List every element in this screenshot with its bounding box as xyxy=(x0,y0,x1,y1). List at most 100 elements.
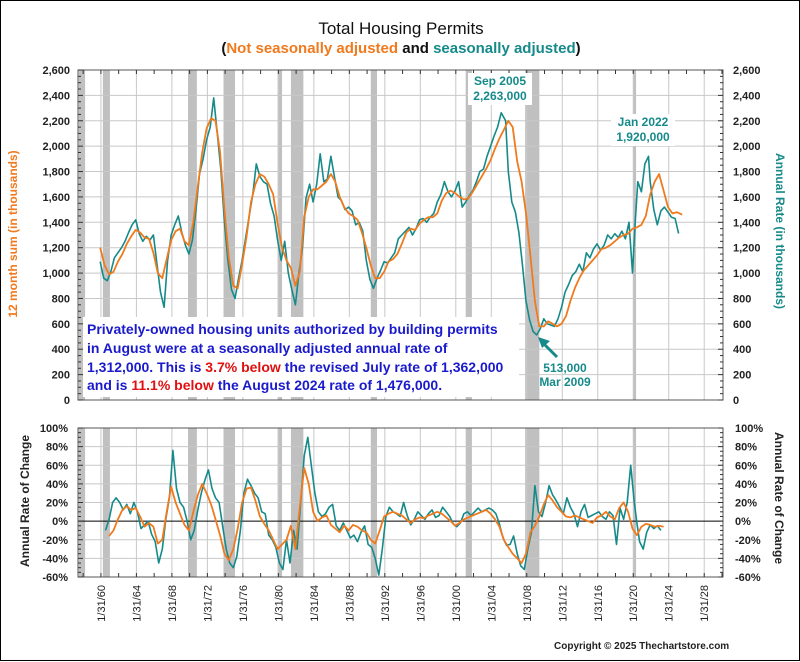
y-tick-label-left: 0 xyxy=(64,395,70,407)
y-tick-label-left: 1,200 xyxy=(42,243,70,255)
y-tick-label-left: 1,000 xyxy=(42,268,70,280)
x-tick-label: 1/31/84 xyxy=(309,585,321,622)
annotation-2009-date: Mar 2009 xyxy=(539,375,591,389)
x-tick-label: 1/31/04 xyxy=(486,585,498,622)
y-tick-label-right: 200 xyxy=(733,370,751,382)
x-tick-label: 1/31/28 xyxy=(699,585,711,622)
y-tick-label-left: 40% xyxy=(46,479,68,491)
x-tick-label: 1/31/76 xyxy=(238,585,250,622)
x-tick-label: 1/31/16 xyxy=(593,585,605,622)
y-tick-label-right: 1,400 xyxy=(733,217,761,229)
chart-title: Total Housing Permits xyxy=(318,19,484,38)
annotation-box-2022 xyxy=(611,114,675,146)
y-axis-left-label-lower: Annual Rate of Change xyxy=(18,435,32,567)
y-tick-label-left: 200 xyxy=(52,370,70,382)
subtitle-nsa: Not seasonally adjusted xyxy=(226,40,399,57)
summary-note: Privately-owned housing units authorized… xyxy=(87,321,504,393)
y-axis-left-label-upper: 12 month sum (in thousands) xyxy=(6,150,20,317)
recession-band xyxy=(465,70,472,400)
series-line-sa xyxy=(99,97,680,336)
annotation-2005-value: 2,263,000 xyxy=(473,89,527,103)
y-tick-label-right: 400 xyxy=(733,344,751,356)
lower-series xyxy=(104,436,664,576)
y-tick-label-right: 2,000 xyxy=(733,141,761,153)
y-tick-label-left: 1,800 xyxy=(42,167,70,179)
annotation-2022-date: Jan 2022 xyxy=(618,115,669,129)
y-tick-label-left: 100% xyxy=(40,423,68,435)
lower-grid xyxy=(78,428,723,577)
note-line-2: in August were at a seasonally adjusted … xyxy=(87,340,448,356)
note-line-3c: the revised July rate of 1,362,000 xyxy=(281,359,504,375)
annotation-2005-date: Sep 2005 xyxy=(474,74,526,88)
subtitle-and: and xyxy=(398,40,434,57)
subtitle-sa: seasonally adjusted xyxy=(433,40,576,57)
y-tick-label-right: 2,600 xyxy=(733,65,761,77)
y-tick-label-left: -60% xyxy=(42,572,68,584)
x-tick-label: 1/31/68 xyxy=(167,585,179,622)
annotation-arrow-head xyxy=(538,337,550,348)
recession-band xyxy=(370,70,377,400)
y-tick-label-right: 2,400 xyxy=(733,90,761,102)
x-tick-label: 1/31/24 xyxy=(664,585,676,622)
y-tick-label-left: 1,400 xyxy=(42,217,70,229)
y-tick-label-left: 2,600 xyxy=(42,65,70,77)
y-tick-label-left: 1,600 xyxy=(42,192,70,204)
annotation-box-2005 xyxy=(468,73,532,105)
recession-band xyxy=(78,70,86,400)
y-tick-label-right: 1,600 xyxy=(733,192,761,204)
annotation-2022-value: 1,920,000 xyxy=(616,130,670,144)
subtitle-close-paren: ) xyxy=(575,40,581,57)
y-tick-label-right: -20% xyxy=(735,535,761,547)
y-tick-label-left: 2,200 xyxy=(42,116,70,128)
note-highlight-1: 3.7% below xyxy=(205,359,281,375)
x-tick-label: 1/31/64 xyxy=(131,585,143,622)
y-tick-label-left: -20% xyxy=(42,535,68,547)
y-tick-label-right: -40% xyxy=(735,553,761,565)
y-tick-label-left: 2,000 xyxy=(42,141,70,153)
y-tick-label-right: 1,200 xyxy=(733,243,761,255)
x-tick-label: 1/31/60 xyxy=(96,585,108,622)
y-tick-label-right: 100% xyxy=(735,423,763,435)
x-tick-label: 1/31/96 xyxy=(415,585,427,622)
x-tick-label: 1/31/12 xyxy=(557,585,569,622)
y-tick-label-left: 80% xyxy=(46,442,68,454)
y-tick-label-right: 20% xyxy=(735,498,757,510)
y-tick-label-left: 2,400 xyxy=(42,90,70,102)
note-line-3a: 1,312,000. This is xyxy=(87,359,205,375)
x-tick-label: 1/31/92 xyxy=(380,585,392,622)
x-tick-label: 1/31/72 xyxy=(202,585,214,622)
tick-labels: 0 0 200 200 400 400 600 600 800 800 1,000 1,000 1,20… xyxy=(40,65,763,622)
chart-subtitle: (Not seasonally adjusted and seasonally … xyxy=(1,40,800,57)
x-tick-label: 1/31/00 xyxy=(451,585,463,622)
axes xyxy=(77,69,724,578)
y-tick-label-right: 800 xyxy=(733,293,751,305)
x-tick-label: 1/31/20 xyxy=(628,585,640,622)
subtitle-open-paren: ( xyxy=(221,40,227,57)
y-tick-label-left: 0% xyxy=(52,516,68,528)
x-tick-label: 1/31/80 xyxy=(273,585,285,622)
y-tick-label-left: 400 xyxy=(52,344,70,356)
series-line-nsa xyxy=(108,467,664,564)
annotation-2009-value: 513,000 xyxy=(543,361,587,375)
y-tick-label-left: 20% xyxy=(46,498,68,510)
y-tick-label-right: 60% xyxy=(735,460,757,472)
note-highlight-2: 11.1% below xyxy=(131,377,214,393)
y-tick-label-left: 800 xyxy=(52,293,70,305)
y-axis-right-label-lower: Annual Rate of Change xyxy=(772,432,786,564)
recession-band xyxy=(102,70,110,400)
note-line-4a: and is xyxy=(87,377,131,393)
y-tick-label-right: 1,000 xyxy=(733,268,761,280)
note-line-1: Privately-owned housing units authorized… xyxy=(87,321,498,337)
y-tick-label-right: -60% xyxy=(735,572,761,584)
note-line-4: and is 11.1% below the August 2024 rate … xyxy=(87,377,442,393)
note-background xyxy=(83,317,519,397)
recession-band xyxy=(223,70,236,400)
copyright: Copyright © 2025 Thechartstore.com xyxy=(554,641,730,652)
x-tick-label: 1/31/08 xyxy=(522,585,534,622)
y-tick-label-right: 0% xyxy=(735,516,751,528)
y-tick-label-left: 60% xyxy=(46,460,68,472)
y-tick-label-right: 80% xyxy=(735,442,757,454)
